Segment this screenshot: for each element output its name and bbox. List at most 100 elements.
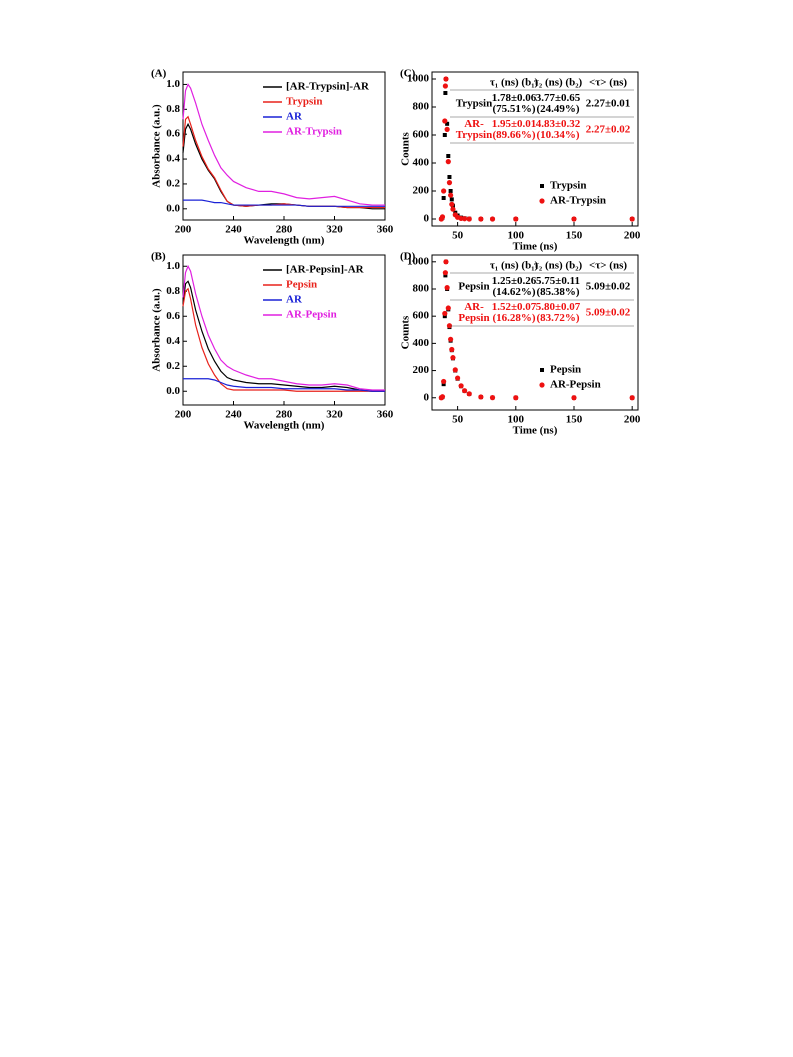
x-tick-label: 150	[566, 414, 583, 426]
marker	[448, 189, 453, 193]
marker	[450, 206, 456, 212]
line	[182, 83, 385, 206]
x-tick-label: 240	[225, 224, 242, 236]
x-axis-title: Wavelength (nm)	[244, 235, 325, 247]
table-cell: 5.80±0.07	[536, 301, 581, 313]
marker	[446, 180, 453, 186]
marker	[441, 382, 446, 387]
legend-label: Pepsin	[550, 364, 581, 376]
table-cell: 1.52±0.07	[492, 301, 537, 313]
marker	[444, 285, 450, 291]
x-tick-label: 200	[624, 414, 641, 426]
table-header: <τ> (ns)	[589, 77, 627, 89]
x-tick-label: 50	[452, 230, 464, 242]
y-tick-label: 0.4	[166, 153, 180, 165]
x-tick-label: 150	[566, 230, 583, 242]
marker	[442, 118, 448, 124]
legend-label: AR-Trypsin	[550, 195, 606, 207]
y-axis-title: Absorbance (a.u.)	[151, 104, 163, 188]
x-axis-title: Time (ns)	[513, 241, 558, 253]
y-tick-label: 400	[413, 157, 430, 169]
marker	[445, 121, 450, 126]
legend-label: Trypsin	[286, 96, 322, 108]
legend-label: AR	[286, 111, 303, 123]
y-tick-label: 1000	[407, 73, 430, 85]
table-header: τ₂ (ns) (b₂)	[534, 260, 583, 272]
legend-label: AR	[286, 294, 303, 306]
legend-label: Trypsin	[550, 180, 586, 192]
table-cell: 5.09±0.02	[586, 307, 631, 319]
table-cell: Trypsin	[456, 98, 492, 110]
y-tick-label: 1000	[407, 255, 430, 267]
marker	[443, 259, 449, 265]
panel-label: (A)	[151, 68, 167, 80]
x-tick-label: 100	[508, 230, 525, 242]
marker	[450, 355, 456, 361]
panel-label: (B)	[151, 251, 166, 263]
marker	[441, 378, 447, 385]
marker	[571, 395, 577, 401]
marker	[442, 270, 448, 276]
plot-frame	[182, 71, 386, 221]
marker	[449, 197, 454, 202]
y-tick-label: 600	[413, 129, 430, 141]
marker	[439, 214, 446, 220]
table-cell: (85.38%)	[536, 286, 579, 298]
y-tick-label: 600	[413, 310, 430, 322]
table-cell: (89.66%)	[492, 129, 535, 141]
y-tick-label: 1.0	[166, 260, 180, 272]
plot-frame	[182, 254, 386, 406]
marker	[441, 196, 446, 200]
panel-label: (D)	[400, 251, 416, 263]
y-tick-label: 0	[424, 391, 430, 403]
y-tick-label: 1.0	[166, 78, 180, 90]
y-tick-label: 0.0	[166, 202, 180, 214]
table-cell: AR-	[464, 118, 484, 130]
table-cell: 2.27±0.01	[586, 98, 631, 110]
marker	[449, 201, 455, 207]
marker	[448, 336, 454, 342]
table-cell: 1.78±0.06	[492, 92, 537, 104]
x-axis-title: Wavelength (nm)	[244, 420, 325, 432]
y-axis-title: Absorbance (a.u.)	[151, 288, 163, 372]
line	[183, 199, 385, 207]
x-tick-label: 280	[276, 224, 293, 236]
marker	[442, 133, 447, 137]
table-cell: (75.51%)	[492, 103, 535, 115]
y-tick-label: 0.2	[166, 360, 180, 372]
x-tick-label: 100	[508, 414, 525, 426]
x-tick-label: 200	[624, 230, 641, 242]
marker	[442, 310, 448, 317]
y-tick-label: 0.2	[166, 177, 180, 189]
marker	[455, 375, 461, 381]
marker	[449, 346, 455, 353]
table-cell: 2.27±0.02	[586, 124, 631, 136]
x-tick-label: 360	[377, 224, 394, 236]
table-cell: 5.75±0.11	[536, 275, 580, 287]
table-header: <τ> (ns)	[589, 260, 627, 272]
line	[182, 287, 385, 392]
marker	[444, 126, 450, 132]
marker	[513, 216, 519, 222]
table-header: τ₂ (ns) (b₂)	[534, 77, 583, 89]
marker	[629, 216, 635, 222]
table-cell: 5.09±0.02	[586, 281, 631, 293]
y-tick-label: 0.0	[166, 385, 180, 397]
marker	[489, 395, 496, 401]
y-tick-label: 400	[413, 337, 430, 349]
table-cell: 1.95±0.01	[492, 118, 537, 130]
y-tick-label: 200	[413, 364, 430, 376]
marker	[466, 216, 472, 222]
panel-label: (C)	[400, 68, 416, 80]
legend-marker	[539, 382, 545, 388]
y-tick-label: 0	[424, 213, 430, 225]
marker	[458, 383, 464, 389]
table-cell: (10.34%)	[536, 129, 579, 141]
y-tick-label: 0.8	[166, 103, 180, 115]
y-axis-title: Counts	[400, 315, 412, 349]
table-cell: Trypsin	[456, 129, 492, 141]
marker	[443, 76, 449, 82]
x-tick-label: 200	[175, 224, 192, 236]
table-cell: (83.72%)	[536, 312, 579, 324]
